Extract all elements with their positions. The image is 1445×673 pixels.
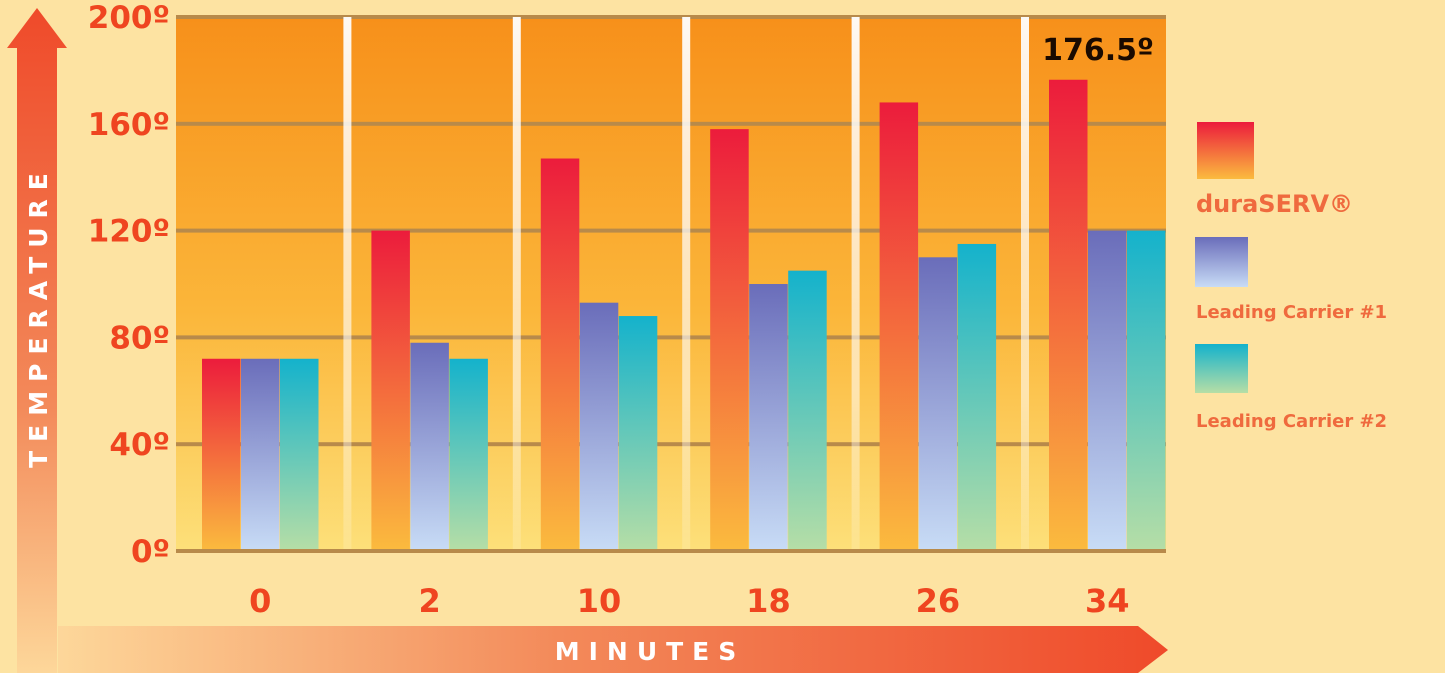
x-tick-label-2: 2 xyxy=(419,582,441,620)
bar-carrier-1-34 xyxy=(1088,230,1127,551)
gridline-2 xyxy=(176,335,1166,340)
bar-duraserv-2 xyxy=(371,230,410,551)
y-axis-title: TEMPERATURE xyxy=(24,164,53,468)
bar-carrier-1-0 xyxy=(241,358,280,551)
gridlines xyxy=(176,15,1166,447)
group-separator-5 xyxy=(1021,17,1029,551)
bar-carrier-1-26 xyxy=(918,257,958,551)
y-axis-arrow xyxy=(7,8,67,673)
x-tick-label-26: 26 xyxy=(916,582,961,620)
y-tick-labels: 0º 40º 80º 120º 160º 200º xyxy=(88,0,170,570)
bar-duraserv-34 xyxy=(1049,79,1088,552)
x-tick-labels: 0 2 10 18 26 34 xyxy=(249,582,1129,620)
legend: duraSERV® Leading Carrier #1 Leading Car… xyxy=(1195,122,1387,432)
bars xyxy=(202,79,1166,552)
x-axis-title: MINUTES xyxy=(555,637,746,666)
x-axis-arrow xyxy=(58,626,1168,673)
group-separator-2 xyxy=(512,17,521,551)
bar-carrier-2-26 xyxy=(957,243,997,551)
bar-duraserv-0 xyxy=(202,358,241,551)
bar-duraserv-18 xyxy=(710,129,749,551)
bar-carrier-1-2 xyxy=(410,342,449,551)
bar-duraserv-26 xyxy=(879,102,919,551)
bar-carrier-2-10 xyxy=(618,316,658,551)
bar-duraserv-10 xyxy=(540,158,580,551)
legend-label-carrier-2: Leading Carrier #2 xyxy=(1196,411,1387,432)
y-tick-label-160: 160º xyxy=(88,107,170,143)
group-separator-4 xyxy=(851,17,860,551)
y-tick-label-80: 80º xyxy=(109,320,170,356)
x-tick-label-18: 18 xyxy=(746,582,791,620)
y-tick-label-40: 40º xyxy=(109,427,170,463)
plot-background xyxy=(176,17,1166,552)
bar-carrier-2-34 xyxy=(1127,230,1166,551)
gridline-5 xyxy=(176,15,1166,19)
bar-carrier-1-10 xyxy=(579,302,619,551)
plot-area xyxy=(176,15,1166,553)
bar-carrier-2-2 xyxy=(449,358,488,551)
bar-carrier-2-0 xyxy=(280,358,319,551)
legend-swatch-carrier-2 xyxy=(1195,344,1248,393)
gridline-4 xyxy=(176,121,1166,126)
group-separators xyxy=(343,17,1029,551)
gridline-1 xyxy=(176,442,1166,447)
axis-arrows: TEMPERATURE MINUTES xyxy=(7,8,1168,673)
y-tick-label-120: 120º xyxy=(88,214,170,250)
bar-carrier-1-18 xyxy=(749,284,788,551)
group-separator-3 xyxy=(682,17,691,551)
x-tick-label-34: 34 xyxy=(1085,582,1130,620)
x-tick-label-0: 0 xyxy=(249,582,271,620)
x-tick-label-10: 10 xyxy=(577,582,622,620)
legend-swatch-duraserv xyxy=(1197,122,1254,179)
y-tick-label-200: 200º xyxy=(88,0,170,36)
peak-callout: 176.5º xyxy=(1042,33,1154,68)
group-separator-1 xyxy=(343,17,352,551)
legend-swatch-carrier-1 xyxy=(1195,237,1248,287)
legend-label-carrier-1: Leading Carrier #1 xyxy=(1196,302,1387,323)
x-axis-baseline xyxy=(176,549,1166,553)
bar-carrier-2-18 xyxy=(788,270,827,551)
y-tick-label-0: 0º xyxy=(131,534,170,570)
gridline-3 xyxy=(176,228,1166,233)
legend-label-duraserv: duraSERV® xyxy=(1196,190,1353,218)
